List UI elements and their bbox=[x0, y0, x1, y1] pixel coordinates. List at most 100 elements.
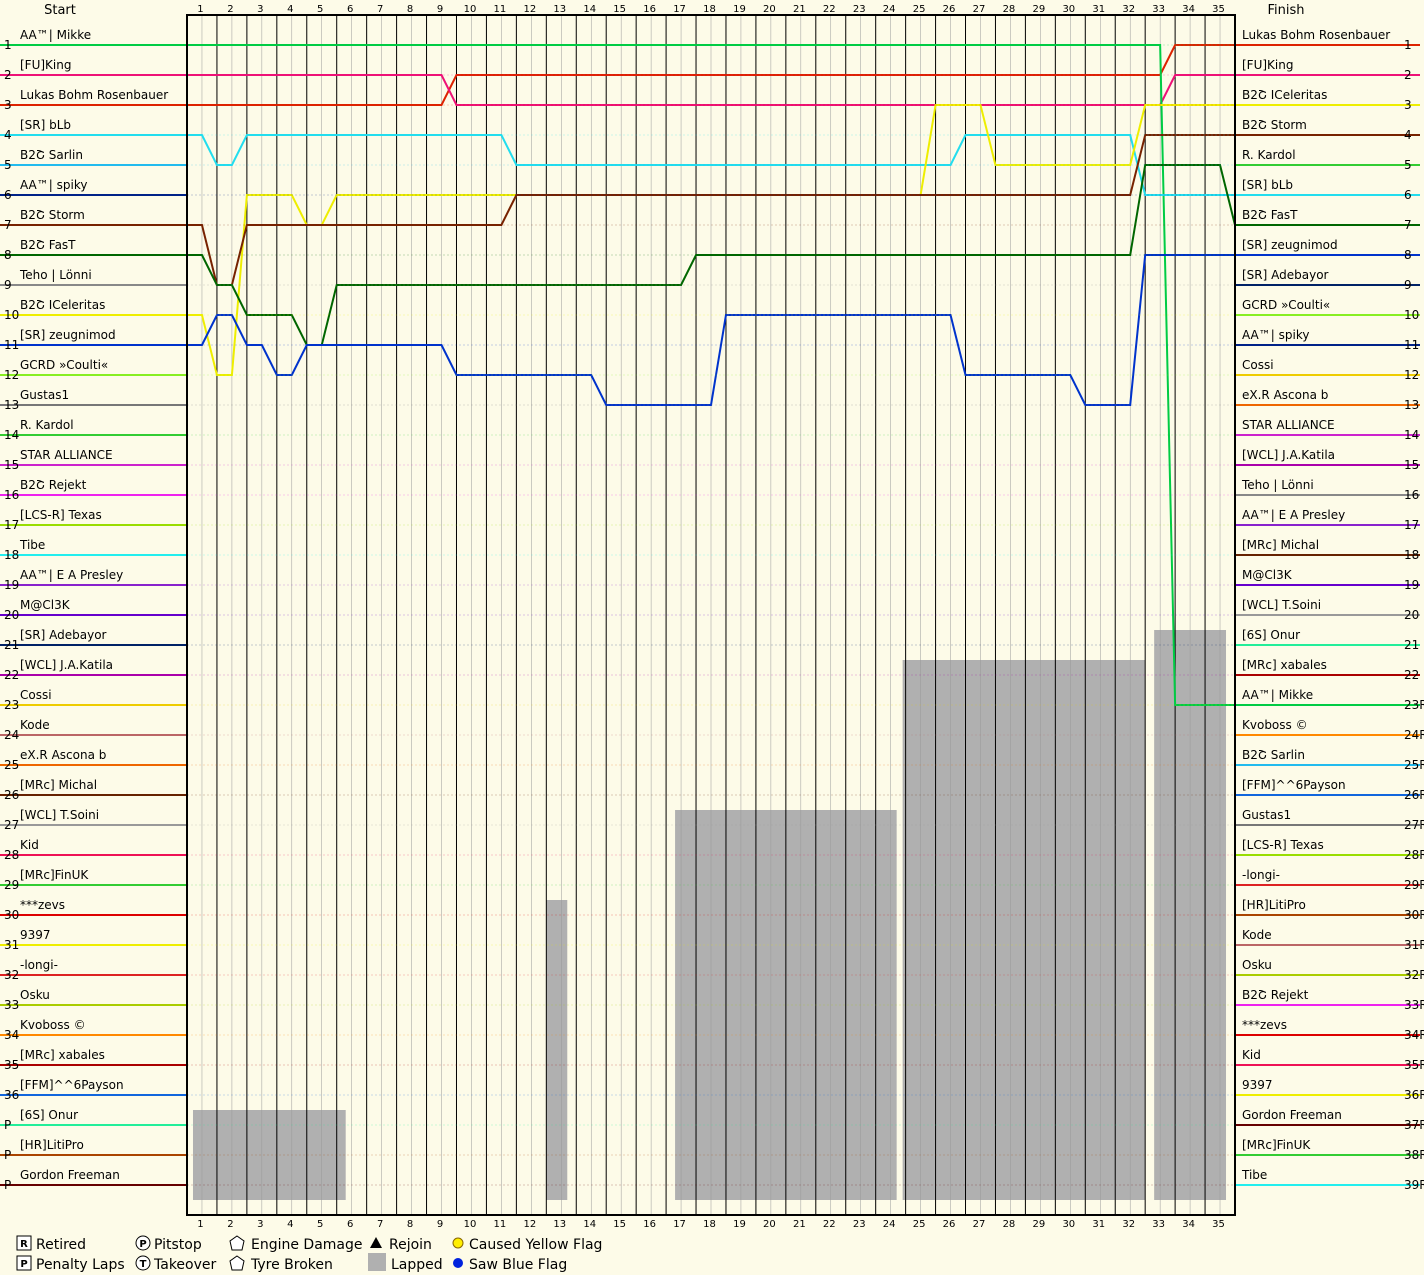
finish-driver-name: B2Շ Rejekt bbox=[1242, 988, 1309, 1002]
finish-position-number: 20 bbox=[1404, 608, 1419, 622]
finish-driver-name: [SR] zeugnimod bbox=[1242, 238, 1338, 252]
finish-position-number: 27R bbox=[1404, 818, 1424, 832]
lap-label-top: 17 bbox=[673, 4, 686, 15]
finish-driver-name: B2Շ Storm bbox=[1242, 118, 1307, 132]
lap-label-top: 23 bbox=[853, 4, 866, 15]
tyre-broken-icon bbox=[229, 1255, 245, 1271]
driver-trace bbox=[187, 44, 1235, 106]
finish-position-number: 7 bbox=[1404, 218, 1412, 232]
lap-label-bottom: 7 bbox=[377, 1219, 383, 1230]
legend-lapped: Lapped bbox=[391, 1257, 443, 1273]
lap-label-top: 11 bbox=[494, 4, 507, 15]
lap-label-top: 13 bbox=[553, 4, 566, 15]
lap-label-bottom: 17 bbox=[673, 1219, 686, 1230]
start-position-number: 20 bbox=[4, 608, 19, 622]
legend-caused-yellow: Caused Yellow Flag bbox=[469, 1237, 602, 1253]
finish-driver-name: Teho | Lönni bbox=[1241, 478, 1314, 492]
finish-driver-name: [LCS-R] Texas bbox=[1242, 838, 1324, 852]
finish-driver-name: Kid bbox=[1242, 1048, 1261, 1062]
finish-driver-name: -longi- bbox=[1242, 868, 1280, 882]
lap-label-top: 7 bbox=[377, 4, 383, 15]
finish-position-number: 3 bbox=[1404, 98, 1412, 112]
pitstop-icon-symbol: P bbox=[139, 1239, 146, 1250]
pitstop-icon bbox=[135, 1235, 151, 1251]
finish-driver-name: GCRD »Coulti« bbox=[1242, 298, 1330, 312]
driver-trace bbox=[187, 44, 1235, 706]
finish-driver-name: Tibe bbox=[1241, 1168, 1267, 1182]
start-driver-name: Gordon Freeman bbox=[20, 1168, 120, 1182]
start-position-number: 28 bbox=[4, 848, 19, 862]
lap-label-bottom: 30 bbox=[1062, 1219, 1075, 1230]
start-driver-name: [6S] Onur bbox=[20, 1108, 78, 1122]
finish-driver-name: STAR ALLIANCE bbox=[1242, 418, 1335, 432]
legend-engine-damage: Engine Damage bbox=[251, 1237, 363, 1253]
finish-position-number: 18 bbox=[1404, 548, 1419, 562]
lap-label-top: 14 bbox=[583, 4, 596, 15]
start-driver-name: [FU]King bbox=[20, 58, 71, 72]
start-driver-name: ***zevs bbox=[20, 898, 65, 912]
lap-label-top: 6 bbox=[347, 4, 353, 15]
start-position-number: 3 bbox=[4, 98, 12, 112]
finish-position-number: 34R bbox=[1404, 1028, 1424, 1042]
start-driver-name: AA™| E A Presley bbox=[20, 568, 123, 582]
lap-label-top: 1 bbox=[197, 4, 203, 15]
finish-position-number: 35R bbox=[1404, 1058, 1424, 1072]
start-driver-name: Tibe bbox=[19, 538, 45, 552]
start-position-number: 6 bbox=[4, 188, 12, 202]
lap-label-bottom: 21 bbox=[793, 1219, 806, 1230]
finish-position-number: 28R bbox=[1404, 848, 1424, 862]
legend-rejoin: Rejoin bbox=[389, 1237, 432, 1253]
lap-label-top: 35 bbox=[1212, 4, 1225, 15]
start-position-number: P bbox=[4, 1118, 11, 1132]
start-driver-name: 9397 bbox=[20, 928, 51, 942]
legend: R Retired P Penalty Laps P Pitstop T Tak… bbox=[16, 1235, 602, 1273]
lap-label-bottom: 4 bbox=[287, 1219, 293, 1230]
start-position-number: P bbox=[4, 1178, 11, 1192]
start-position-number: 30 bbox=[4, 908, 19, 922]
legend-penalty: Penalty Laps bbox=[36, 1257, 125, 1273]
finish-driver-name: [FFM]^^6Payson bbox=[1242, 778, 1346, 792]
start-position-number: 21 bbox=[4, 638, 19, 652]
lap-label-bottom: 12 bbox=[523, 1219, 536, 1230]
lap-label-bottom: 26 bbox=[943, 1219, 956, 1230]
start-driver-name: M@Cl3K bbox=[20, 598, 71, 612]
finish-driver-name: [MRc] xabales bbox=[1242, 658, 1327, 672]
finish-position-number: 21 bbox=[1404, 638, 1419, 652]
finish-driver-name: Gustas1 bbox=[1242, 808, 1291, 822]
legend-saw-blue: Saw Blue Flag bbox=[469, 1257, 567, 1273]
start-driver-name: [SR] bLb bbox=[20, 118, 71, 132]
start-driver-name: B2Շ Storm bbox=[20, 208, 85, 222]
finish-driver-name: AA™| E A Presley bbox=[1242, 508, 1345, 522]
start-position-number: 36 bbox=[4, 1088, 19, 1102]
legend-pitstop: Pitstop bbox=[154, 1237, 202, 1253]
lap-label-top: 28 bbox=[1003, 4, 1016, 15]
finish-position-number: 2 bbox=[1404, 68, 1412, 82]
lap-label-top: 30 bbox=[1062, 4, 1075, 15]
finish-driver-name: [MRc] Michal bbox=[1242, 538, 1319, 552]
lap-label-bottom: 10 bbox=[464, 1219, 477, 1230]
start-driver-name: B2Շ ICeleritas bbox=[20, 298, 105, 312]
lapped-area bbox=[902, 660, 1146, 1200]
start-header: Start bbox=[44, 3, 76, 18]
lap-label-bottom: 20 bbox=[763, 1219, 776, 1230]
finish-driver-name: Kvoboss © bbox=[1242, 718, 1308, 732]
lap-label-top: 19 bbox=[733, 4, 746, 15]
lapped-areas bbox=[192, 630, 1227, 1200]
start-position-number: 5 bbox=[4, 158, 12, 172]
lap-label-top: 26 bbox=[943, 4, 956, 15]
lap-label-bottom: 11 bbox=[494, 1219, 507, 1230]
start-position-number: 34 bbox=[4, 1028, 19, 1042]
finish-position-number: 15 bbox=[1404, 458, 1419, 472]
finish-driver-name: B2Շ FasT bbox=[1242, 208, 1298, 222]
finish-position-number: 32R bbox=[1404, 968, 1424, 982]
lap-label-bottom: 19 bbox=[733, 1219, 746, 1230]
lapped-area bbox=[192, 1110, 346, 1200]
start-position-number: 8 bbox=[4, 248, 12, 262]
finish-position-number: 29R bbox=[1404, 878, 1424, 892]
start-driver-name: -longi- bbox=[20, 958, 58, 972]
finish-position-number: 31R bbox=[1404, 938, 1424, 952]
start-position-number: 19 bbox=[4, 578, 19, 592]
start-driver-name: Gustas1 bbox=[20, 388, 69, 402]
lap-label-bottom: 24 bbox=[883, 1219, 896, 1230]
start-position-number: 35 bbox=[4, 1058, 19, 1072]
